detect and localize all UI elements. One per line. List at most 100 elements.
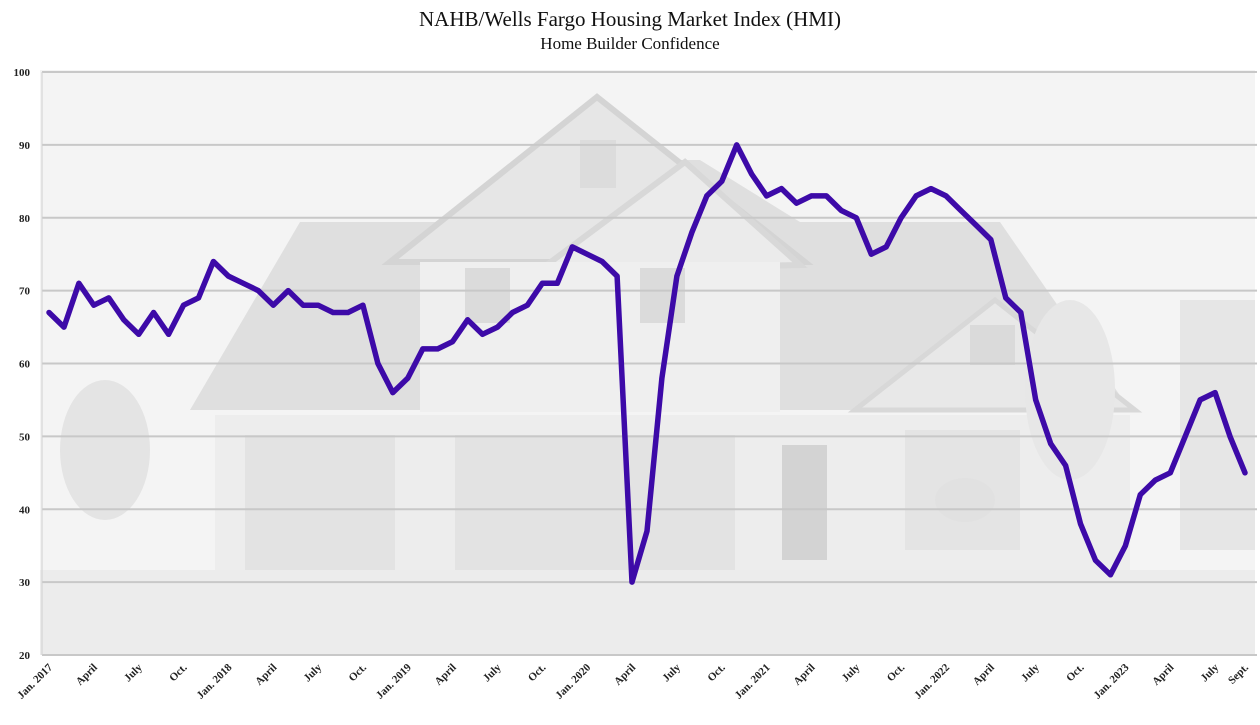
x-tick-label: April <box>74 662 100 688</box>
x-tick-label: Oct. <box>347 661 370 684</box>
data-point <box>704 193 710 199</box>
data-point <box>210 258 216 264</box>
data-point <box>779 186 785 192</box>
y-tick-label: 100 <box>14 67 31 79</box>
x-tick-label: April <box>612 662 638 688</box>
data-point <box>853 215 859 221</box>
data-point <box>255 288 261 294</box>
x-tick-label: April <box>791 662 817 688</box>
x-tick-label: April <box>433 662 459 688</box>
data-point <box>225 273 231 279</box>
y-tick-label: 20 <box>19 650 31 662</box>
data-point <box>509 309 515 315</box>
data-point <box>480 331 486 337</box>
x-tick-label: July <box>481 661 504 684</box>
y-tick-label: 50 <box>19 431 31 443</box>
data-point <box>465 317 471 323</box>
data-point <box>1167 470 1173 476</box>
x-tick-label: Jan. 2021 <box>733 662 773 702</box>
data-point <box>240 280 246 286</box>
x-tick-label: Oct. <box>885 661 908 684</box>
data-point <box>913 193 919 199</box>
y-tick-label: 90 <box>19 140 31 152</box>
data-point <box>1003 295 1009 301</box>
x-tick-label: Jan. 2018 <box>194 661 234 701</box>
x-axis-tick-labels: Jan. 2017 April July Oct. Jan. 2018 April July… <box>15 661 1251 701</box>
data-point <box>136 331 142 337</box>
y-tick-label: 30 <box>19 577 31 589</box>
data-point <box>524 302 530 308</box>
chart-title: NAHB/Wells Fargo Housing Market Index (H… <box>419 7 841 31</box>
data-point <box>988 237 994 243</box>
data-point <box>375 361 381 366</box>
data-point <box>749 171 755 177</box>
data-point <box>345 309 351 315</box>
data-point <box>1048 441 1054 447</box>
data-point <box>943 193 949 199</box>
x-tick-label: July <box>1198 661 1221 684</box>
data-point <box>1197 397 1203 403</box>
data-point <box>1093 557 1098 563</box>
data-point <box>1107 572 1113 578</box>
data-point <box>315 302 321 308</box>
x-tick-label: Jan. 2020 <box>553 661 593 701</box>
chart-subtitle: Home Builder Confidence <box>540 34 720 53</box>
data-point <box>764 193 770 199</box>
data-point <box>1122 543 1128 549</box>
data-point <box>1078 521 1084 527</box>
data-point <box>91 302 97 308</box>
data-point <box>719 178 725 184</box>
data-point <box>644 528 650 534</box>
x-tick-label: Oct. <box>526 661 549 684</box>
x-tick-label: Oct. <box>1064 661 1087 684</box>
data-point <box>405 375 411 381</box>
data-point <box>270 302 276 308</box>
data-point <box>898 215 904 221</box>
data-point <box>181 302 187 308</box>
data-point <box>300 302 306 308</box>
data-point <box>360 302 366 308</box>
data-point <box>569 244 575 250</box>
data-point <box>958 207 964 213</box>
data-point <box>61 324 67 330</box>
data-point <box>1182 433 1188 439</box>
data-point <box>106 295 112 301</box>
x-tick-label: July <box>301 661 324 684</box>
x-tick-label: April <box>971 662 997 688</box>
data-point <box>734 142 740 148</box>
data-point <box>450 339 456 345</box>
x-tick-label: Jan. 2019 <box>374 661 414 701</box>
data-point <box>539 280 545 286</box>
data-point <box>838 207 844 213</box>
data-point <box>629 579 635 585</box>
data-point <box>973 222 979 228</box>
y-axis-tick-labels: 20 30 40 50 60 70 80 90 100 <box>14 67 31 662</box>
data-point <box>808 193 814 199</box>
x-tick-label: July <box>840 661 863 684</box>
x-tick-label: July <box>1019 661 1042 684</box>
data-point <box>614 273 620 279</box>
data-point <box>584 251 590 257</box>
y-tick-label: 60 <box>19 359 31 371</box>
data-point <box>151 309 157 315</box>
data-point <box>689 229 695 235</box>
data-point <box>285 288 291 294</box>
data-point <box>46 309 52 315</box>
data-point <box>1063 463 1069 469</box>
data-point <box>495 324 500 330</box>
x-tick-label: Jan. 2023 <box>1091 661 1131 701</box>
x-tick-label: Sept. <box>1226 661 1251 686</box>
x-tick-label: April <box>1150 662 1176 688</box>
data-point <box>1227 433 1233 439</box>
data-point <box>435 346 441 352</box>
data-point <box>928 186 934 192</box>
x-tick-label: July <box>122 661 145 684</box>
data-point <box>166 331 172 337</box>
data-point <box>794 200 799 206</box>
data-point <box>554 280 560 286</box>
data-point <box>1033 397 1039 403</box>
data-point <box>1242 470 1248 476</box>
y-tick-label: 80 <box>19 213 31 225</box>
data-point <box>1137 492 1143 498</box>
data-point <box>1018 309 1024 315</box>
